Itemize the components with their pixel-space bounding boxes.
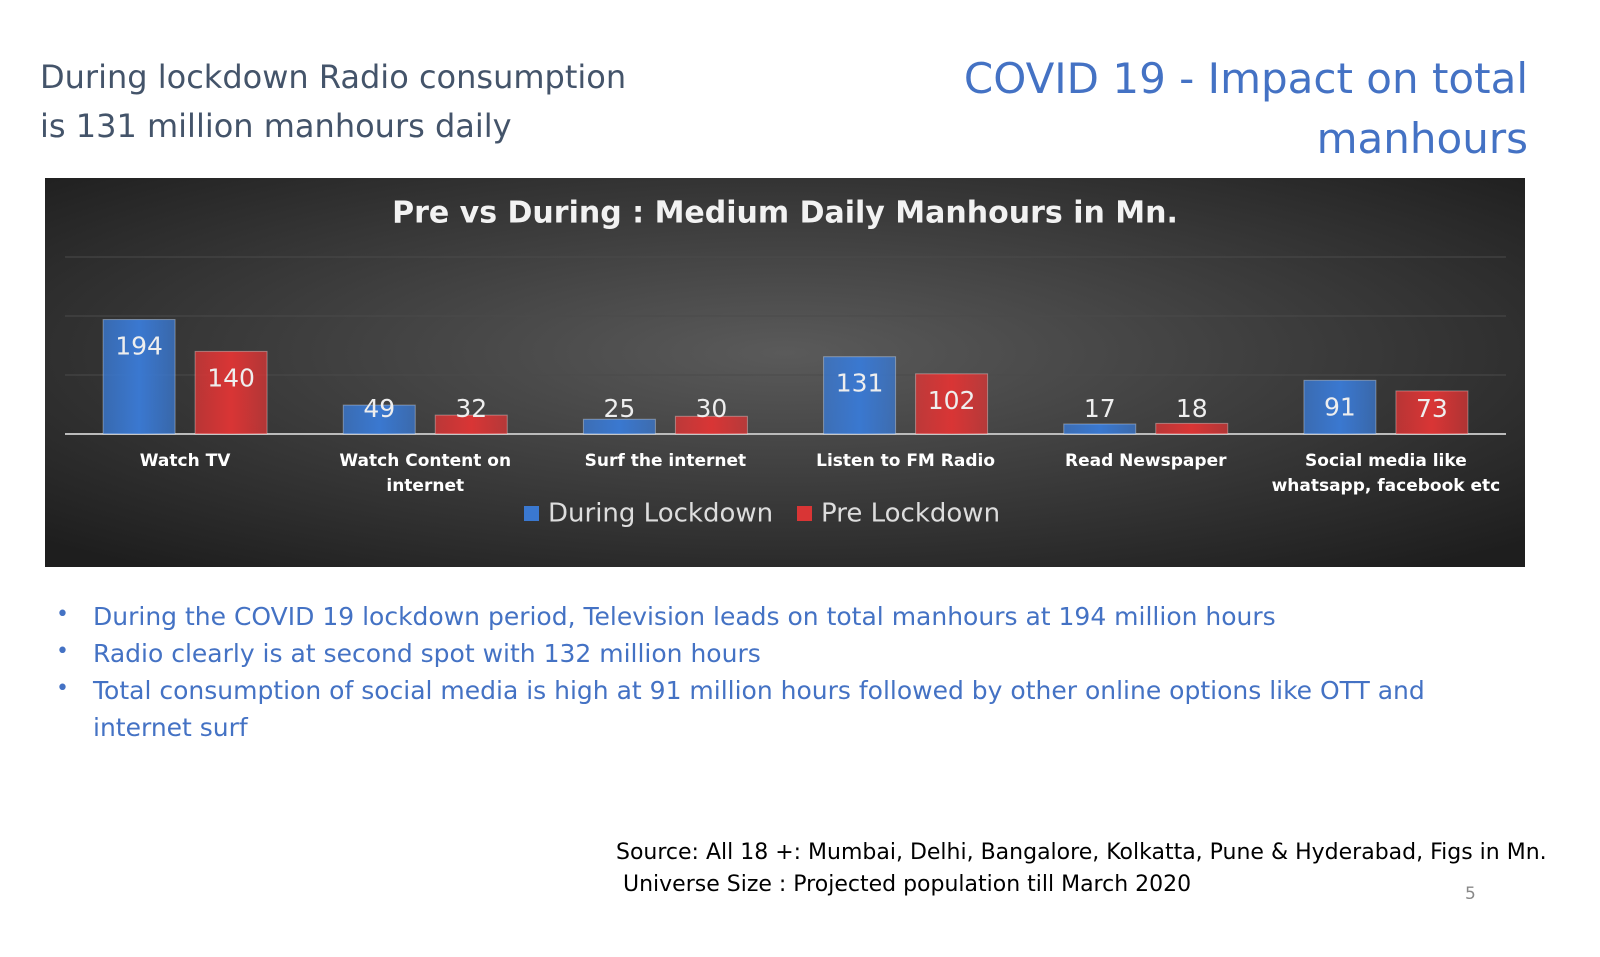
legend-swatch: [797, 506, 812, 521]
bar: [582, 418, 656, 435]
data-label: 25: [604, 394, 636, 423]
bar: [915, 373, 989, 435]
header-left: During lockdown Radio consumption: [40, 58, 627, 96]
data-label: 91: [1324, 392, 1356, 421]
header-right: COVID 19 - Impact on total: [963, 54, 1528, 103]
data-label: 102: [928, 386, 976, 415]
x-tick-label: Surf the internet: [584, 451, 747, 471]
bullet-dot: •: [56, 676, 69, 701]
bar: [434, 414, 508, 435]
page-number: 5: [1465, 884, 1476, 904]
x-tick-label: Social media like whatsapp, facebook etc: [1271, 451, 1501, 496]
legend-label: During Lockdown: [548, 499, 773, 529]
bar: [342, 404, 416, 435]
legend-label: Pre Lockdown: [821, 499, 1000, 529]
chart-title: Pre vs During : Medium Daily Manhours in…: [392, 196, 1178, 231]
bar: [1303, 379, 1377, 435]
source: Universe Size : Projected population til…: [623, 872, 1192, 897]
bullet-dot: •: [56, 602, 69, 627]
bar: [194, 350, 268, 435]
data-label: 194: [115, 332, 163, 361]
data-label: 49: [363, 394, 395, 423]
data-label: 17: [1084, 394, 1116, 423]
bullet: Total consumption of social media is hig…: [93, 676, 1425, 742]
x-tick-label: Listen to FM Radio: [816, 451, 996, 471]
data-label: 18: [1176, 394, 1208, 423]
bar: [102, 319, 176, 435]
bar: [1063, 423, 1137, 435]
bar: [674, 415, 748, 435]
x-tick-label: Read Newspaper: [1065, 451, 1227, 471]
data-label: 140: [207, 363, 255, 392]
legend-swatch: [524, 506, 539, 521]
data-label: 30: [696, 394, 728, 423]
data-label: 32: [455, 394, 487, 423]
bullet-dot: •: [56, 639, 69, 664]
source: Source: All 18 +: Mumbai, Delhi, Bangalo…: [616, 840, 1547, 865]
x-tick-label: Watch Content on internet: [339, 451, 512, 496]
data-label: 131: [836, 369, 884, 398]
x-tick-label: Watch TV: [139, 451, 231, 471]
data-label: 73: [1416, 394, 1448, 423]
bullet: During the COVID 19 lockdown period, Tel…: [93, 602, 1276, 631]
chart-background: [45, 178, 1525, 567]
bullet: Radio clearly is at second spot with 132…: [93, 639, 761, 668]
bar: [1395, 390, 1469, 435]
header-right: manhours: [1316, 114, 1528, 163]
header-left: is 131 million manhours daily: [40, 107, 512, 145]
bar: [823, 356, 897, 435]
bar: [1155, 422, 1229, 435]
